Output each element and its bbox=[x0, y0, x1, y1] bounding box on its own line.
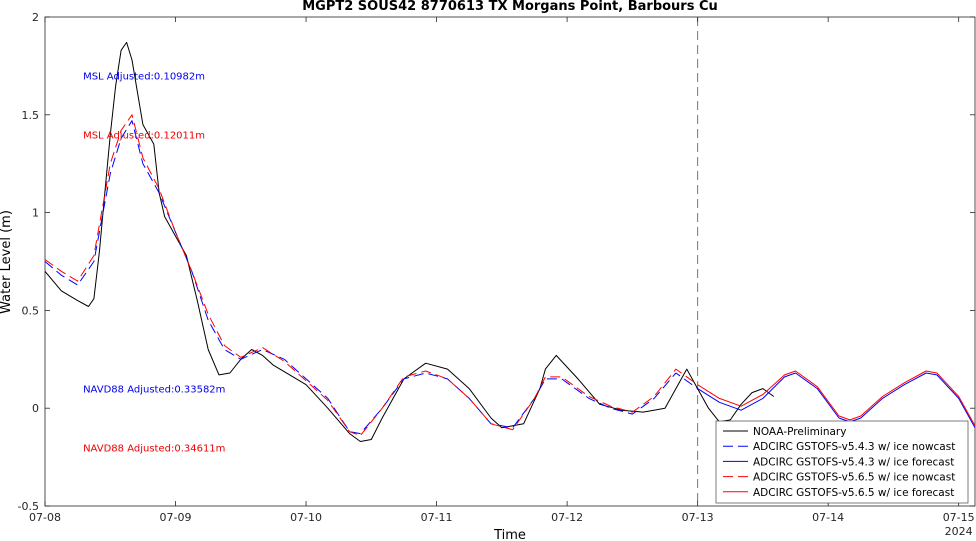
legend-label-1: NOAA-Preliminary bbox=[753, 426, 846, 438]
x-tick-label: 07-11 bbox=[421, 511, 453, 524]
y-tick-label: 1.5 bbox=[22, 109, 40, 122]
legend-label-2: ADCIRC GSTOFS-v5.4.3 w/ ice nowcast bbox=[753, 441, 955, 453]
legend-label-3: ADCIRC GSTOFS-v5.4.3 w/ ice forecast bbox=[753, 456, 954, 468]
legend-box bbox=[715, 420, 969, 504]
series-line-2 bbox=[45, 120, 698, 435]
datum-annotation: NAVD88 Adjusted:0.34611m bbox=[83, 443, 225, 454]
series-line-5 bbox=[697, 370, 975, 427]
y-tick-label: -0.5 bbox=[18, 500, 39, 513]
series-line-1 bbox=[45, 41, 775, 442]
datum-annotation: MSL Adjusted:0.12011m bbox=[83, 130, 205, 141]
x-axis-label: Time bbox=[493, 528, 526, 541]
legend-label-5: ADCIRC GSTOFS-v5.6.5 w/ ice forecast bbox=[753, 487, 954, 499]
x-year-label: 2024 bbox=[945, 525, 973, 538]
series-line-4 bbox=[45, 114, 698, 437]
datum-annotation: MSL Adjusted:0.10982m bbox=[83, 72, 205, 83]
x-tick-label: 07-09 bbox=[160, 511, 192, 524]
y-tick-label: 2 bbox=[32, 11, 39, 24]
datum-annotation: NAVD88 Adjusted:0.33582m bbox=[83, 385, 225, 396]
x-tick-label: 07-14 bbox=[812, 511, 844, 524]
annotation-layer: MSL Adjusted:0.10982m MSL Adjusted:0.1201… bbox=[83, 72, 225, 455]
y-tick-label: 0 bbox=[32, 402, 39, 415]
x-tick-label: 07-10 bbox=[290, 511, 322, 524]
y-axis-label: Water Level (m) bbox=[0, 210, 14, 314]
legend: NOAA-Preliminary ADCIRC GSTOFS-v5.4.3 w/ … bbox=[715, 420, 969, 504]
series-layer bbox=[45, 41, 975, 442]
chart-title: MGPT2 SOUS42 8770613 TX Morgans Point, B… bbox=[302, 0, 718, 14]
y-tick-label: 1 bbox=[32, 207, 39, 220]
series-line-3 bbox=[697, 372, 975, 429]
x-tick-label: 07-12 bbox=[551, 511, 583, 524]
axis-layer: 07-08 07-09 07-10 07-11 07-12 07-13 07-14 07-15… bbox=[18, 11, 975, 538]
x-tick-label: 07-15 bbox=[943, 511, 975, 524]
legend-label-4: ADCIRC GSTOFS-v5.6.5 w/ ice nowcast bbox=[753, 472, 955, 484]
x-tick-label: 07-08 bbox=[29, 511, 61, 524]
x-tick-label: 07-13 bbox=[682, 511, 714, 524]
y-tick-label: 0.5 bbox=[22, 304, 40, 317]
